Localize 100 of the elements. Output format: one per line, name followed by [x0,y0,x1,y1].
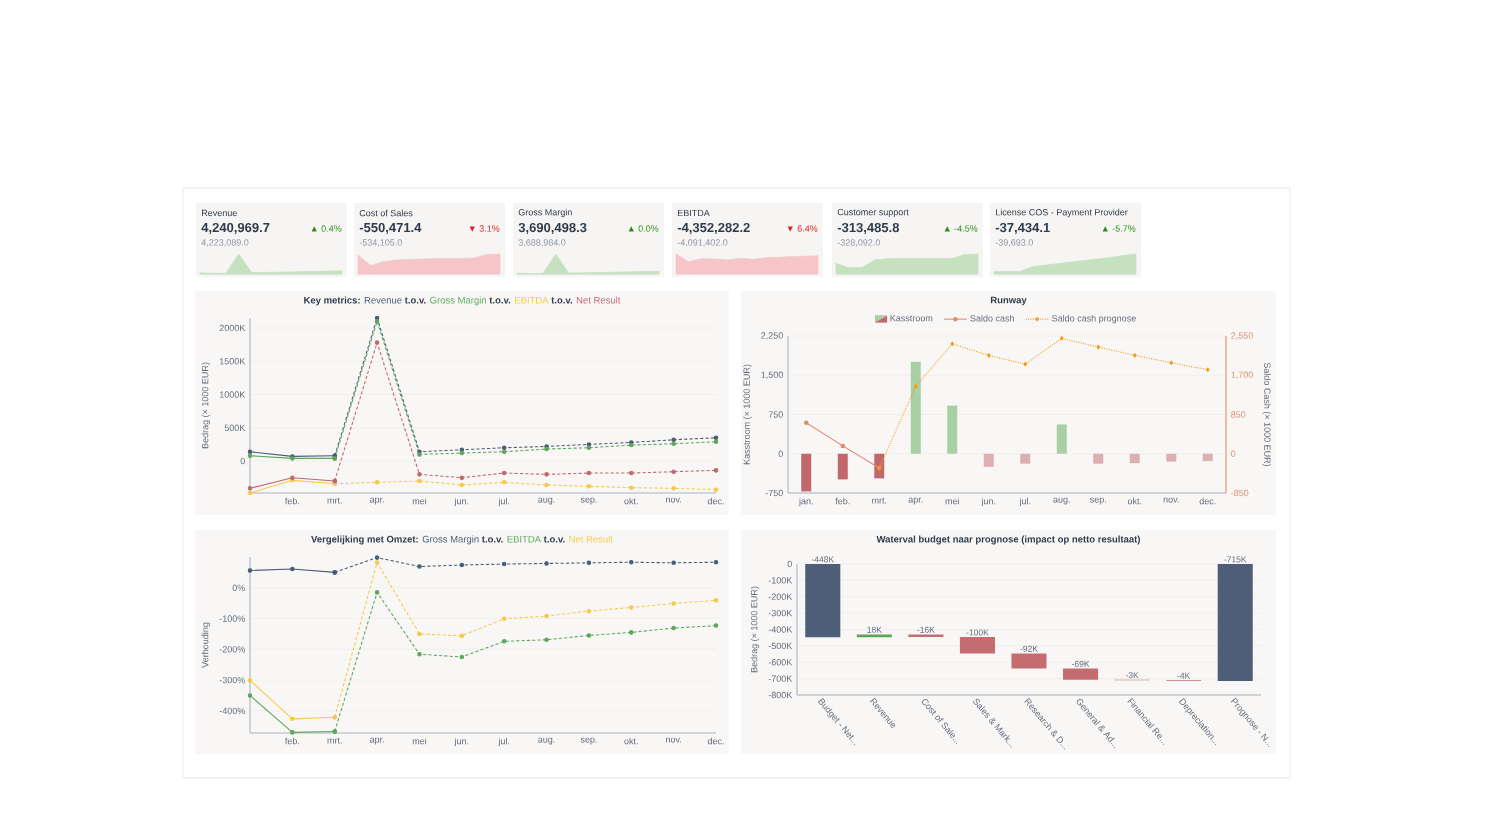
x-tick-label: jan. [798,497,813,507]
x-tick-label: dec. [1199,497,1216,505]
data-label: -16K [917,626,935,633]
y-tick-label: -600K [768,659,793,666]
text: 3,690,498.3 [518,222,587,235]
x-tick-label: apr. [369,497,384,505]
x-tick-label: jul. [498,737,510,747]
data-label: -100K [966,629,989,636]
text: ▼ 6.4% [787,225,818,232]
y2-tick-label: 2,550 [1231,332,1253,340]
text: Gross Margin [422,535,479,545]
y-axis-title: Bedrag (× 1000 EUR) [201,362,211,449]
chart-title: Revenue [202,209,237,217]
x-tick-label: dec. [707,737,724,745]
y-tick-label: 1000K [219,391,246,398]
x-tick-label: jun. [981,497,996,507]
x-tick-label: feb. [284,497,300,505]
text: -4,091,402.0 [677,239,728,247]
text: ▲ 0.4% [311,225,342,232]
chart-title: Cost of Sales [359,209,413,217]
x-tick-label: feb. [284,737,300,745]
x-tick-label: aug. [538,497,555,505]
y-tick-label: -400% [219,707,245,715]
legend-label: Kasstroom [890,315,933,322]
text: -39,693.0 [995,239,1033,247]
x-tick-label: okt. [624,737,638,745]
y-tick-label: -300% [219,676,245,684]
x-tick-label: okt. [624,497,638,505]
x-tick-label: apr. [369,737,384,745]
x-tick-label: dec. [707,497,724,505]
legend-label: Saldo cash prognose [1052,314,1136,324]
text: ▲ -5.7% [1102,225,1136,232]
text: ▼ 3.1% [469,225,500,232]
x-tick-label: mei [945,497,959,505]
x-tick-label: nov. [666,737,681,743]
y-tick-label: 1500K [219,358,246,365]
x-tick-label: okt. [1127,497,1142,505]
y-tick-label: -100% [219,615,245,622]
text: -550,471.4 [359,222,422,235]
y-tick-label: 0 [787,560,792,568]
legend-label: Saldo cash [970,314,1014,322]
data-label: 18K [867,626,882,633]
y-tick-label: 2,250 [761,332,783,340]
y-tick-label: -100K [768,577,793,584]
data-label: -3K [1125,672,1139,679]
text: t.o.v. [404,297,426,304]
y-tick-label: 0% [232,584,245,591]
x-tick-label: jul. [1019,497,1031,507]
text: t.o.v. [543,536,565,543]
x-tick-label: mrt. [327,737,342,744]
x-tick-label: mei [412,737,427,745]
chart-title: Runway [990,296,1027,306]
text: -37,434.1 [995,222,1050,235]
y-tick-label: -300K [768,609,793,617]
x-tick-label: sep. [580,737,597,745]
y-axis-title: Kasstroom (× 1000 EUR) [743,364,752,465]
x-tick-label: apr. [908,497,923,505]
y-tick-label: -400K [768,626,793,633]
chart-title: Gross Margin [518,208,572,218]
text: ▲ -4.5% [944,225,978,232]
y-tick-label: -750 [765,489,783,497]
chart-title: Waterval budget naar prognose (impact op netto resultaat) [876,535,1140,545]
x-tick-label: nov. [1163,497,1179,503]
x-tick-label: mei [412,497,427,505]
y-tick-label: 750 [768,411,783,418]
y-tick-label: 500K [224,424,246,431]
text: ▲ 0.0% [628,225,659,232]
x-tick-label: jun. [454,497,469,507]
y2-axis-title: Saldo Cash (× 1000 EUR) [1262,362,1271,467]
text: t.o.v. [489,297,511,304]
y-axis-title: Verhouding [201,622,211,668]
y-tick-label: -500K [768,642,793,650]
x-tick-label: aug. [538,737,555,745]
chart-title: Vergelijking met Omzet: [311,535,418,545]
y-tick-label: 1,500 [761,371,783,379]
text: -313,485.8 [837,222,900,235]
y-tick-label: -200% [219,646,245,653]
text: Net Result [569,535,613,543]
data-label: -92K [1020,645,1038,652]
y-tick-label: 2000K [219,324,246,332]
x-tick-label: mrt. [872,497,887,504]
text: EBITDA [507,535,542,543]
x-tick-label: sep. [1090,497,1106,505]
chart-title: Key metrics: [304,296,360,306]
y2-tick-label: 0 [1231,450,1236,457]
y-tick-label: -200K [768,593,793,600]
text: Revenue [364,296,402,304]
chart-title: License COS - Payment Provider [996,208,1128,218]
x-tick-label: jun. [454,737,469,747]
x-tick-label: feb. [835,497,850,505]
x-tick-label: aug. [1053,497,1070,505]
text: -534,105.0 [359,239,402,247]
data-label: -69K [1071,660,1090,667]
text: 4,240,969.7 [201,222,270,235]
text: -4,352,282.2 [677,222,750,235]
y-tick-label: -800K [768,691,793,699]
y2-tick-label: 1,700 [1231,371,1253,379]
chart-title: EBITDA [678,209,710,217]
text: Net Result [576,296,621,304]
y-axis-title: Bedrag (× 1000 EUR) [750,586,760,673]
